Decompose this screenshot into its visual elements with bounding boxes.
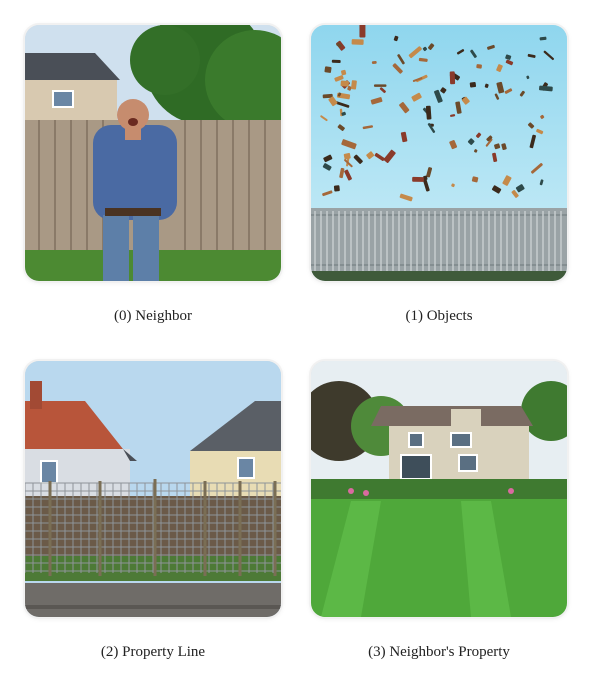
image-property-line	[25, 361, 281, 617]
neighbors-property-illustration	[311, 361, 567, 617]
caption-objects: (1) Objects	[405, 308, 473, 324]
caption-neighbor: (0) Neighbor	[114, 308, 192, 324]
property-line-illustration	[25, 361, 281, 617]
image-objects	[311, 25, 567, 281]
objects-illustration	[311, 25, 567, 281]
image-neighbor	[25, 25, 281, 281]
image-neighbors-property	[311, 361, 567, 617]
caption-property-line: (2) Property Line	[100, 644, 206, 660]
caption-neighbors-property: (3) Neighbor's Property	[368, 644, 510, 660]
neighbor-illustration	[25, 25, 281, 281]
